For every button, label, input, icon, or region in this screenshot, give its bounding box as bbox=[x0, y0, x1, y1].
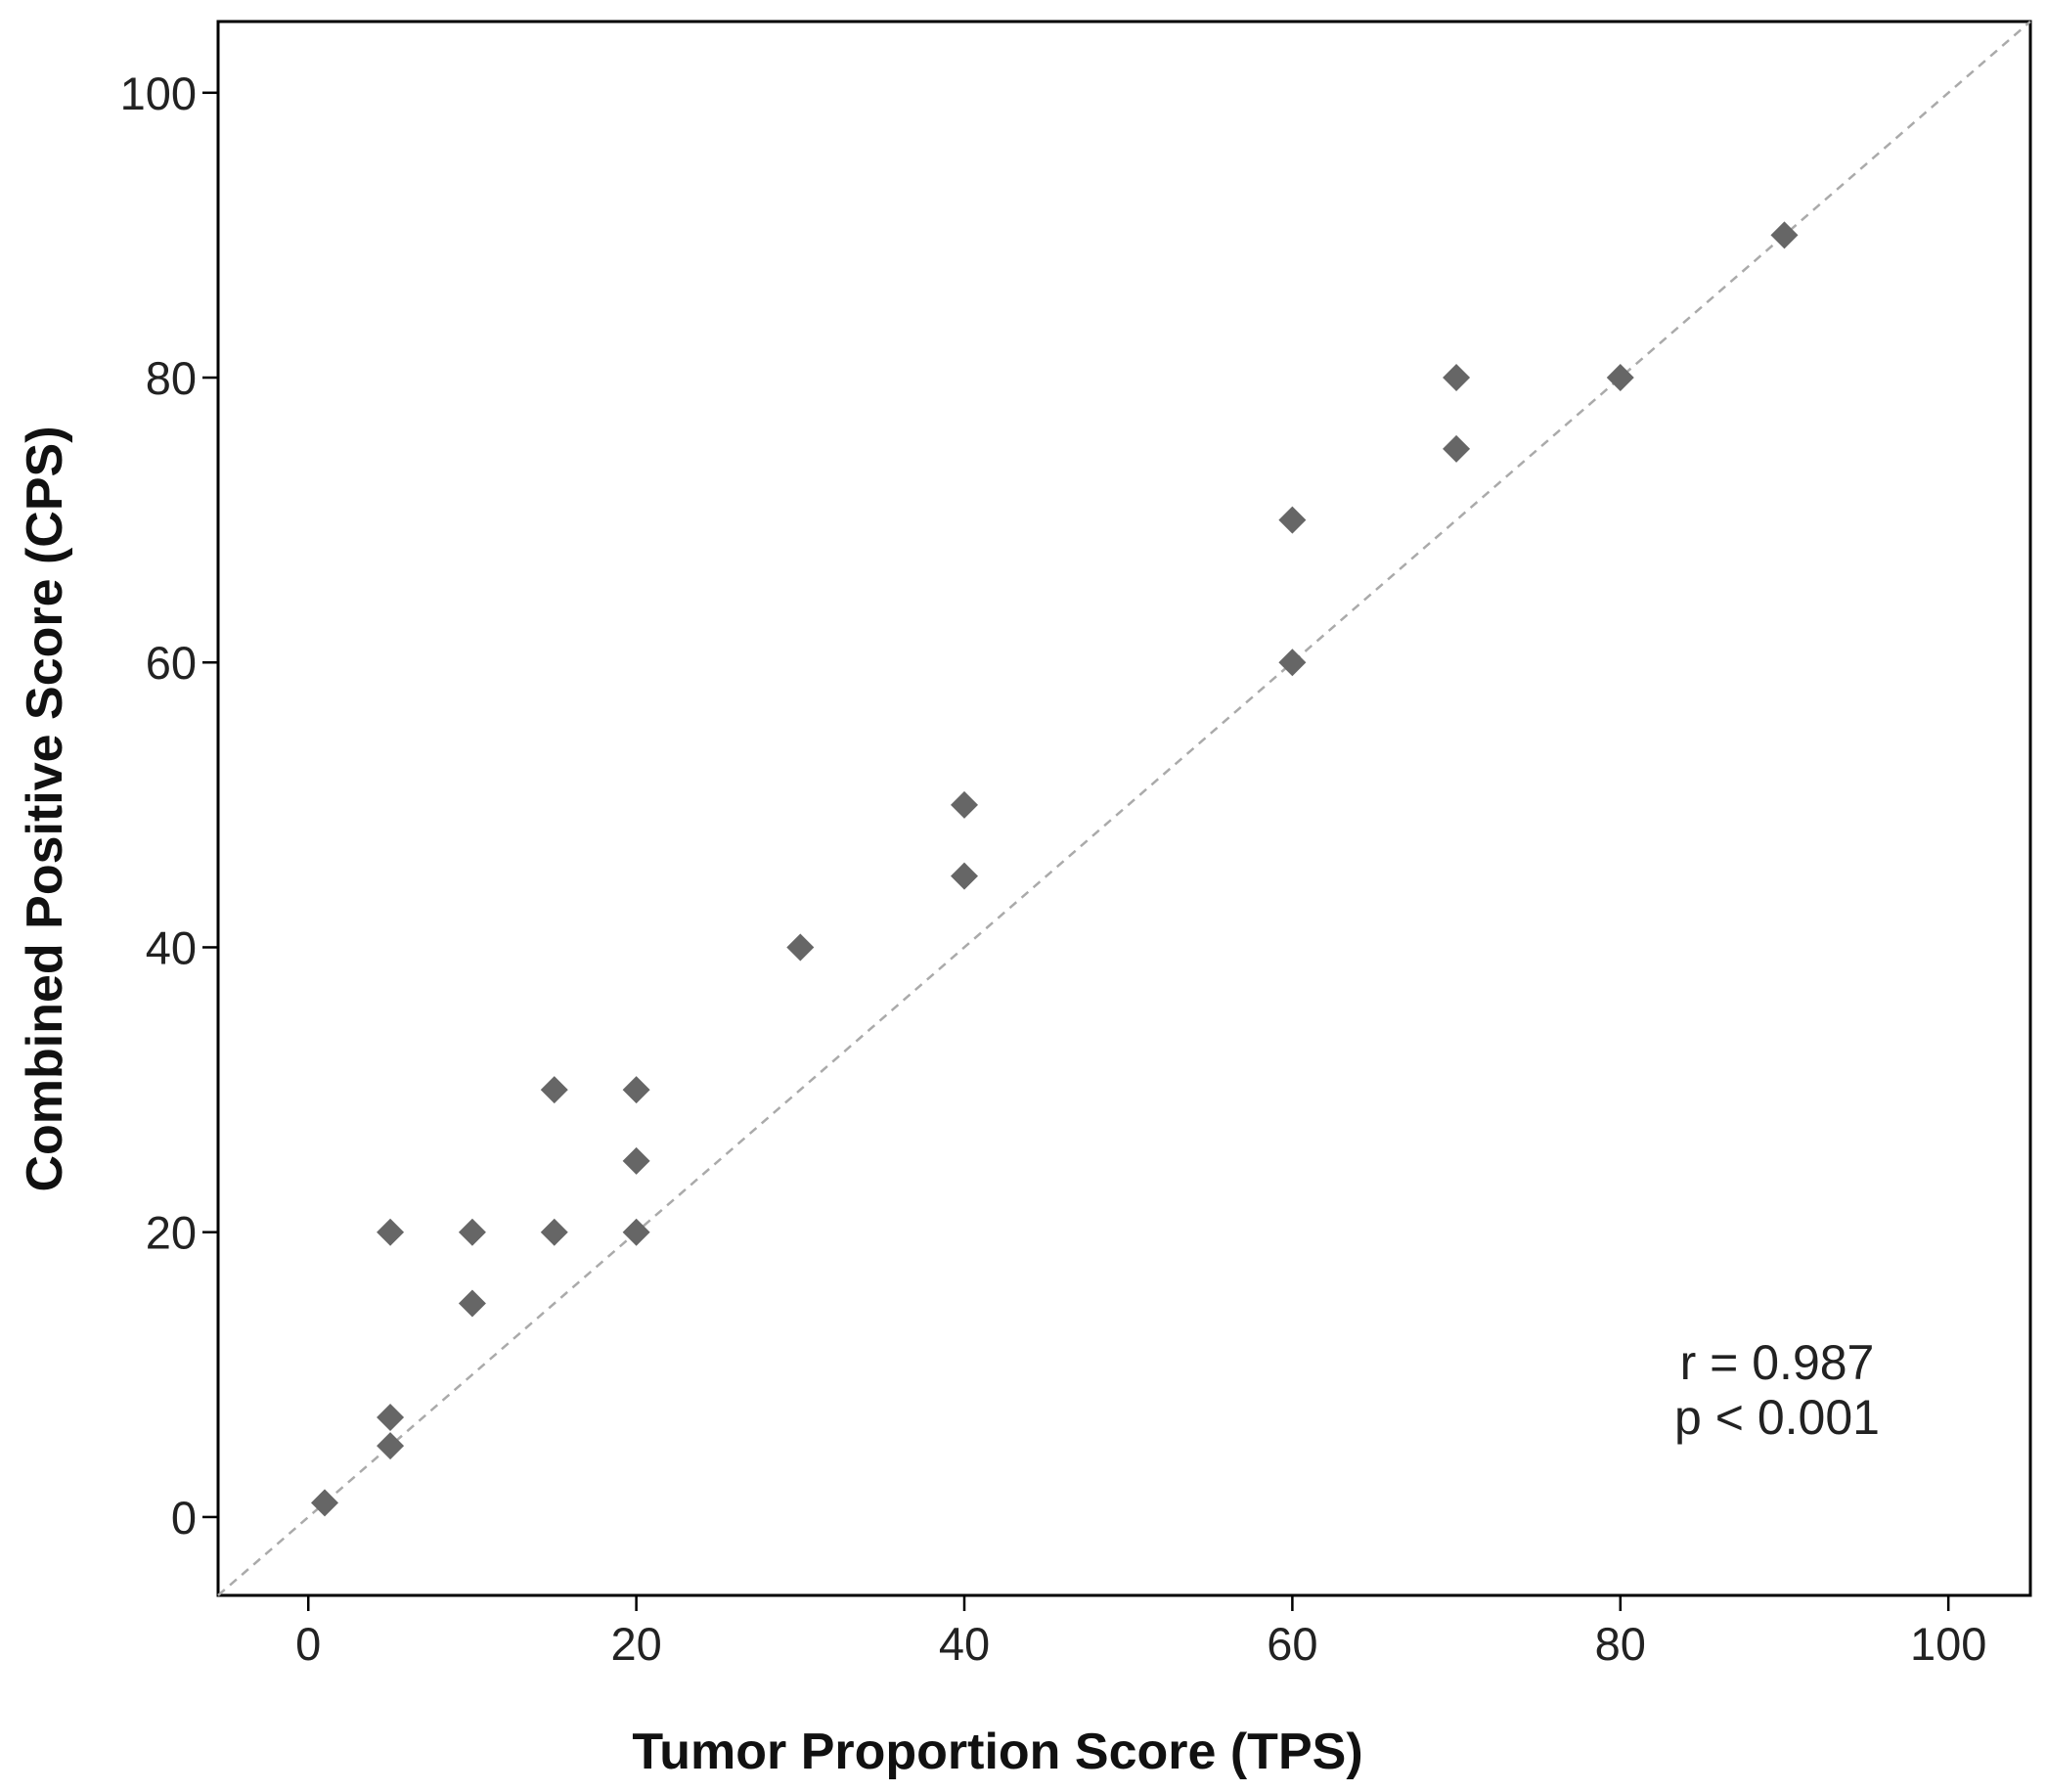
x-tick-label: 60 bbox=[1267, 1618, 1317, 1670]
x-tick-label: 80 bbox=[1595, 1618, 1646, 1670]
data-point bbox=[377, 1218, 405, 1246]
data-point bbox=[951, 862, 978, 890]
data-point bbox=[951, 790, 978, 819]
data-point bbox=[311, 1489, 338, 1517]
data-point bbox=[622, 1146, 650, 1175]
y-axis-title: Combined Positive Score (CPS) bbox=[17, 426, 73, 1191]
data-point bbox=[786, 933, 815, 962]
data-point bbox=[622, 1218, 650, 1246]
x-tick-label: 100 bbox=[1910, 1618, 1986, 1670]
data-points bbox=[311, 221, 1799, 1517]
data-point bbox=[377, 1403, 405, 1431]
y-axis: 0 20 40 60 80 100 bbox=[120, 67, 218, 1544]
y-tick-label: 0 bbox=[171, 1492, 197, 1544]
data-point bbox=[377, 1432, 405, 1460]
y-tick-label: 60 bbox=[146, 637, 197, 689]
y-tick-label: 80 bbox=[146, 352, 197, 404]
plot-frame bbox=[216, 20, 2032, 1597]
y-tick-label: 20 bbox=[146, 1207, 197, 1259]
y-tick-label: 100 bbox=[120, 67, 197, 119]
data-point bbox=[1278, 649, 1307, 677]
x-tick-label: 40 bbox=[939, 1618, 990, 1670]
correlation-r-label: r = 0.987 bbox=[1680, 1335, 1875, 1390]
data-point bbox=[1770, 221, 1799, 249]
data-point bbox=[1443, 434, 1471, 463]
data-point bbox=[458, 1289, 486, 1318]
x-tick-label: 20 bbox=[610, 1618, 661, 1670]
data-point bbox=[458, 1218, 486, 1246]
x-axis: 0 20 40 60 80 100 bbox=[295, 1595, 1986, 1670]
data-point bbox=[1606, 364, 1634, 392]
x-tick-label: 0 bbox=[295, 1618, 321, 1670]
data-point bbox=[1278, 506, 1307, 534]
y-tick-label: 40 bbox=[146, 921, 197, 973]
x-axis-title: Tumor Proportion Score (TPS) bbox=[632, 1724, 1362, 1780]
data-point bbox=[622, 1076, 650, 1104]
data-point bbox=[1443, 364, 1471, 392]
data-point bbox=[540, 1076, 568, 1104]
correlation-p-label: p < 0.001 bbox=[1674, 1390, 1880, 1445]
data-point bbox=[540, 1218, 568, 1246]
